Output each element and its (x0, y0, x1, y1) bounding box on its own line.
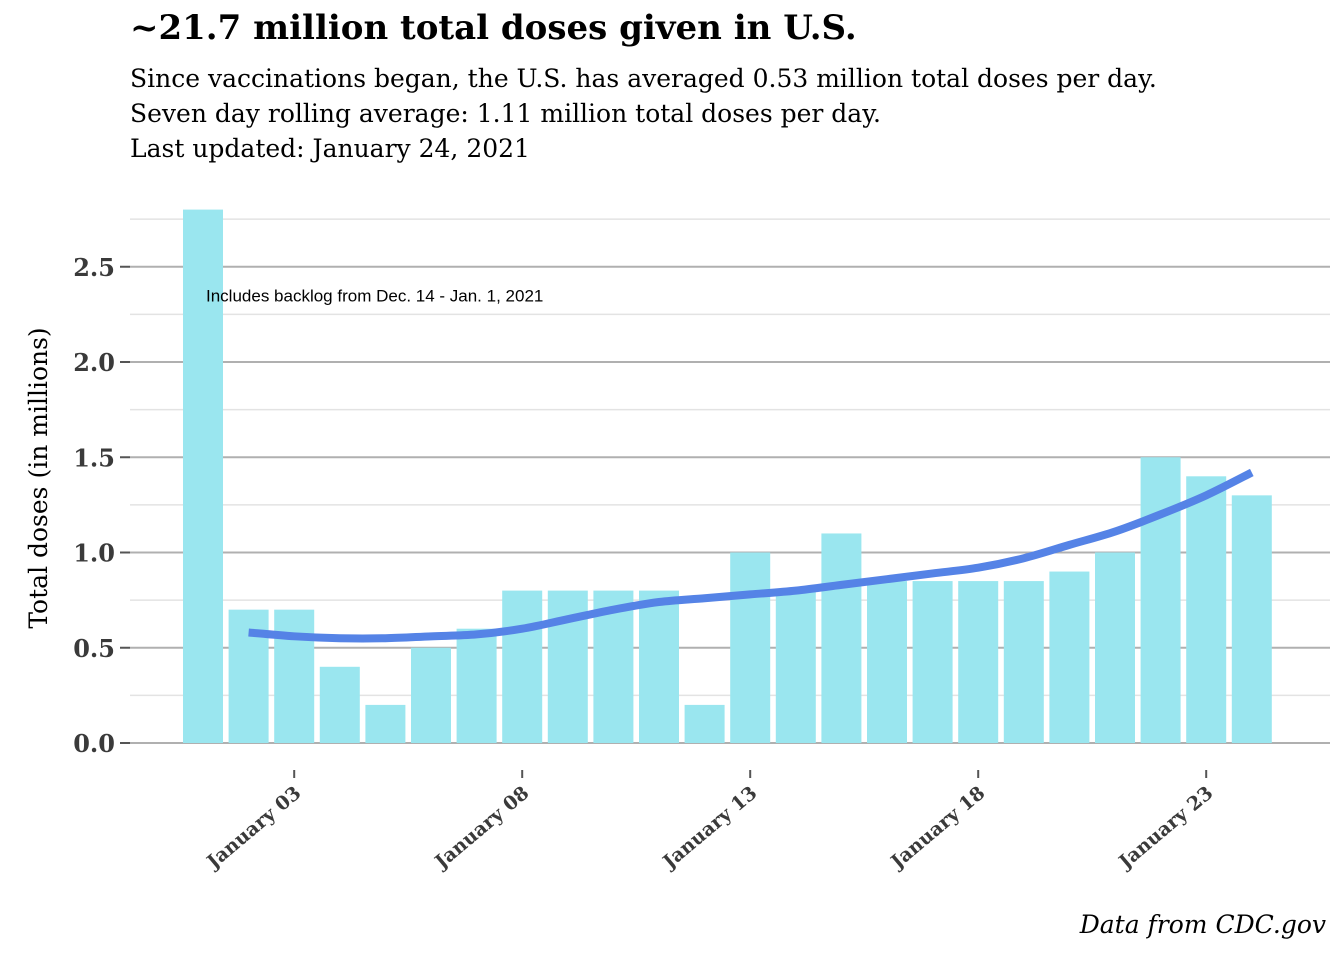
bar-2021-01-08 (502, 590, 543, 743)
bar-2021-01-19 (1003, 581, 1044, 743)
x-tick-label: January 23 (1113, 782, 1217, 874)
bar-2021-01-16 (867, 581, 907, 743)
y-tick-label: 0.5 (73, 634, 115, 663)
bar-2021-01-23 (1186, 476, 1227, 743)
x-tick-label: January 13 (657, 782, 761, 874)
x-tick-label: January 18 (885, 782, 989, 874)
bar-2021-01-13 (730, 552, 771, 743)
y-tick-label: 2.5 (73, 253, 115, 282)
bar-2021-01-18 (958, 581, 999, 743)
x-tick-label: January 08 (429, 782, 533, 874)
subtitle-rolling-average: Seven day rolling average: 1.11 million … (130, 99, 881, 128)
y-tick-label: 1.0 (73, 539, 115, 568)
bar-2021-01-04 (319, 666, 360, 743)
subtitle-average: Since vaccinations began, the U.S. has a… (130, 64, 1157, 93)
bar-2021-01-24 (1231, 495, 1272, 743)
bar-2021-01-17 (912, 581, 953, 743)
bar-2021-01-05 (365, 704, 406, 743)
y-axis-ticks: 0.0 0.5 1.0 1.5 2.0 2.5 (73, 253, 130, 758)
y-axis-label: Total doses (in millions) (24, 327, 53, 628)
bar-2021-01-22 (1140, 457, 1181, 743)
backlog-annotation: Includes backlog from Dec. 14 - Jan. 1, … (206, 286, 543, 305)
bar-2021-01-01 (183, 209, 223, 744)
bar-2021-01-07 (456, 628, 497, 743)
bar-2021-01-20 (1049, 571, 1090, 743)
y-tick-label: 1.5 (73, 443, 115, 472)
subtitle-last-updated: Last updated: January 24, 2021 (130, 134, 530, 163)
bar-2021-01-11 (639, 590, 679, 743)
chart-title: ~21.7 million total doses given in U.S. (130, 8, 857, 48)
y-tick-label: 0.0 (73, 729, 115, 758)
bar-2021-01-15 (821, 533, 862, 743)
bars (183, 209, 1272, 744)
trend-line-path (248, 468, 1254, 643)
smooth-trend-line (248, 468, 1254, 643)
bar-2021-01-14 (775, 590, 816, 743)
y-tick-label: 2.0 (73, 348, 115, 377)
x-tick-label: January 03 (201, 782, 305, 874)
x-axis-ticks: January 03 January 08 January 13 January 18… (201, 770, 1217, 874)
bar-2021-01-06 (411, 647, 451, 743)
bar-2021-01-12 (684, 704, 725, 743)
bar-2021-01-03 (274, 609, 315, 743)
source-caption: Data from CDC.gov (1079, 910, 1326, 939)
bar-2021-01-02 (228, 609, 269, 743)
bar-2021-01-21 (1095, 552, 1135, 743)
